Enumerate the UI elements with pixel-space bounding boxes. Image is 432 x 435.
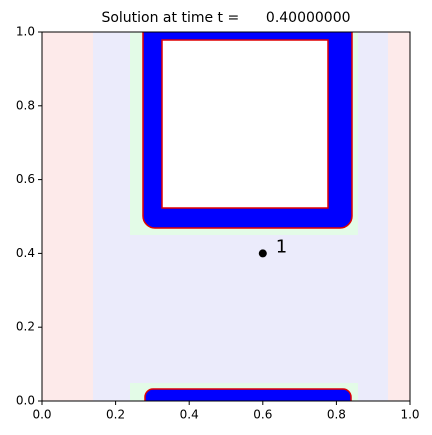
y-tick-label: 0.2 [16,320,35,334]
x-tick-label: 0.6 [253,408,272,422]
y-tick-label: 0.8 [16,98,35,112]
frame-hole [167,45,323,203]
bar [144,388,352,401]
y-tick-label: 1.0 [16,25,35,39]
chart-title: Solution at time t = 0.40000000 [101,10,350,26]
x-tick-label: 0.2 [106,408,125,422]
x-tick-label: 0.4 [180,408,199,422]
y-tick-label: 0.4 [16,246,35,260]
x-tick-label: 0.8 [327,408,346,422]
y-tick-label: 0.0 [16,394,35,408]
point [258,249,267,258]
point-label: 1 [276,236,287,257]
y-tick-label: 0.6 [16,172,35,186]
x-tick-label: 1.0 [400,408,419,422]
solution-field [42,32,410,401]
plot-frame [41,31,411,402]
x-tick-label: 0.0 [32,408,51,422]
